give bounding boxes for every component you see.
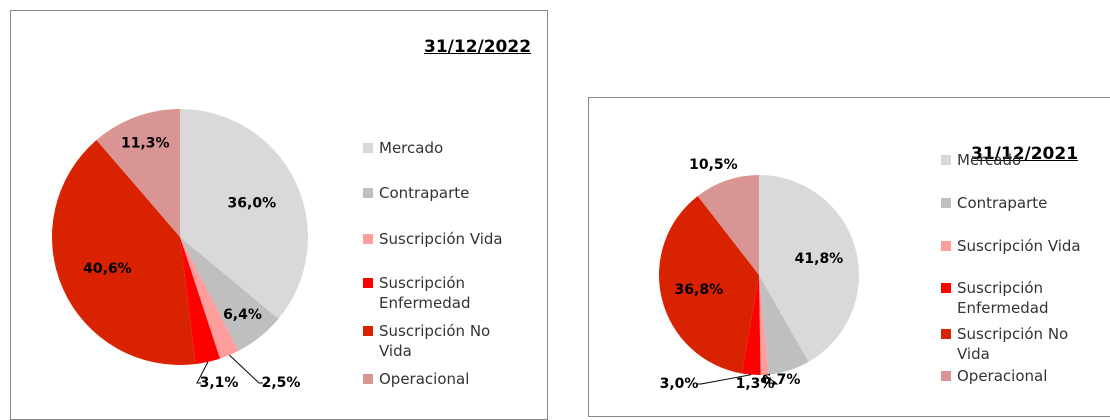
legend-swatch	[363, 374, 373, 384]
legend-item: Suscripción Vida	[363, 229, 511, 249]
leader-line	[229, 354, 263, 384]
leader-line	[764, 374, 779, 385]
legend-swatch	[941, 329, 951, 339]
pie-slice	[180, 237, 239, 359]
legend-item: Operacional	[941, 366, 1089, 386]
legend-swatch	[363, 326, 373, 336]
legend-swatch	[363, 143, 373, 153]
legend-swatch	[363, 188, 373, 198]
pie-slice	[96, 109, 180, 237]
legend-item: Suscripción Vida	[941, 236, 1089, 256]
legend-swatch	[941, 155, 951, 165]
legend-label: Mercado	[957, 151, 1022, 169]
legend-item: Mercado	[941, 150, 1089, 170]
pie-slice	[741, 275, 761, 376]
legend-item: Suscripción Enfermedad	[363, 273, 511, 313]
legend-item: Operacional	[363, 369, 511, 389]
legend-item: Mercado	[363, 138, 511, 158]
pie-slice	[697, 175, 759, 275]
chart-title: 31/12/2021	[971, 144, 1079, 164]
data-label: 40,6%	[83, 261, 132, 277]
legend-label: Mercado	[379, 139, 444, 157]
data-label: 10,5%	[689, 157, 738, 173]
legend-swatch	[941, 283, 951, 293]
leader-line	[196, 361, 209, 384]
legend-item: Contraparte	[941, 193, 1089, 213]
legend-item: Suscripción No Vida	[941, 324, 1089, 364]
pie-chart: 36,0% 6,4% 2,5% 3,1% 40,6% 11,3%	[52, 109, 308, 391]
pie-slice	[659, 195, 759, 374]
data-label: 36,8%	[675, 282, 724, 298]
pie-slice	[52, 139, 196, 365]
data-label: 6,4%	[223, 307, 262, 323]
legend-label: Operacional	[957, 367, 1048, 385]
page: {"chart_data": [ {"type": "pie", "title"…	[10, 10, 1110, 420]
data-label: 11,3%	[121, 135, 170, 151]
data-label: 3,0%	[660, 376, 699, 392]
chart-panel: 41,8% 6,7% 1,3% 3,0% 36,8% 10,5% 31/12/2021 Mer…	[588, 97, 1110, 417]
legend-label: Operacional	[379, 370, 470, 388]
pie-slice	[180, 237, 220, 365]
data-label: 41,8%	[795, 251, 844, 267]
legend-item: Suscripción Enfermedad	[941, 278, 1089, 318]
data-label: 2,5%	[262, 375, 301, 391]
legend-label: Suscripción Enfermedad	[379, 274, 471, 312]
data-label: 3,1%	[200, 375, 239, 391]
legend-label: Contraparte	[379, 184, 470, 202]
legend-label: Suscripción No Vida	[957, 325, 1069, 363]
chart-panel: 36,0% 6,4% 2,5% 3,1% 40,6% 11,3% 31/12/2022 Mer…	[10, 10, 548, 420]
pie-slice	[180, 109, 308, 319]
legend-swatch	[363, 234, 373, 244]
legend-label: Suscripción Vida	[379, 230, 503, 248]
legend-swatch	[941, 241, 951, 251]
chart-title: 31/12/2022	[424, 37, 532, 57]
legend-label: Suscripción Vida	[957, 237, 1081, 255]
legend-label: Contraparte	[957, 194, 1048, 212]
pie-slice	[759, 175, 859, 362]
legend-label: Suscripción Enfermedad	[957, 279, 1049, 317]
leader-line	[697, 374, 752, 385]
legend-swatch	[941, 198, 951, 208]
legend-label: Suscripción No Vida	[379, 322, 491, 360]
data-label: 36,0%	[228, 195, 277, 211]
legend-swatch	[941, 371, 951, 381]
pie-slice	[759, 275, 769, 375]
legend-swatch	[363, 278, 373, 288]
pie-slice	[180, 237, 279, 351]
pie-slice	[759, 275, 809, 375]
data-label: 1,3%	[736, 376, 775, 392]
data-label: 6,7%	[762, 372, 801, 388]
pie-chart: 41,8% 6,7%1,3% 3,0% 36,8% 10,5%	[659, 157, 859, 392]
legend-item: Contraparte	[363, 183, 511, 203]
legend-item: Suscripción No Vida	[363, 321, 511, 361]
